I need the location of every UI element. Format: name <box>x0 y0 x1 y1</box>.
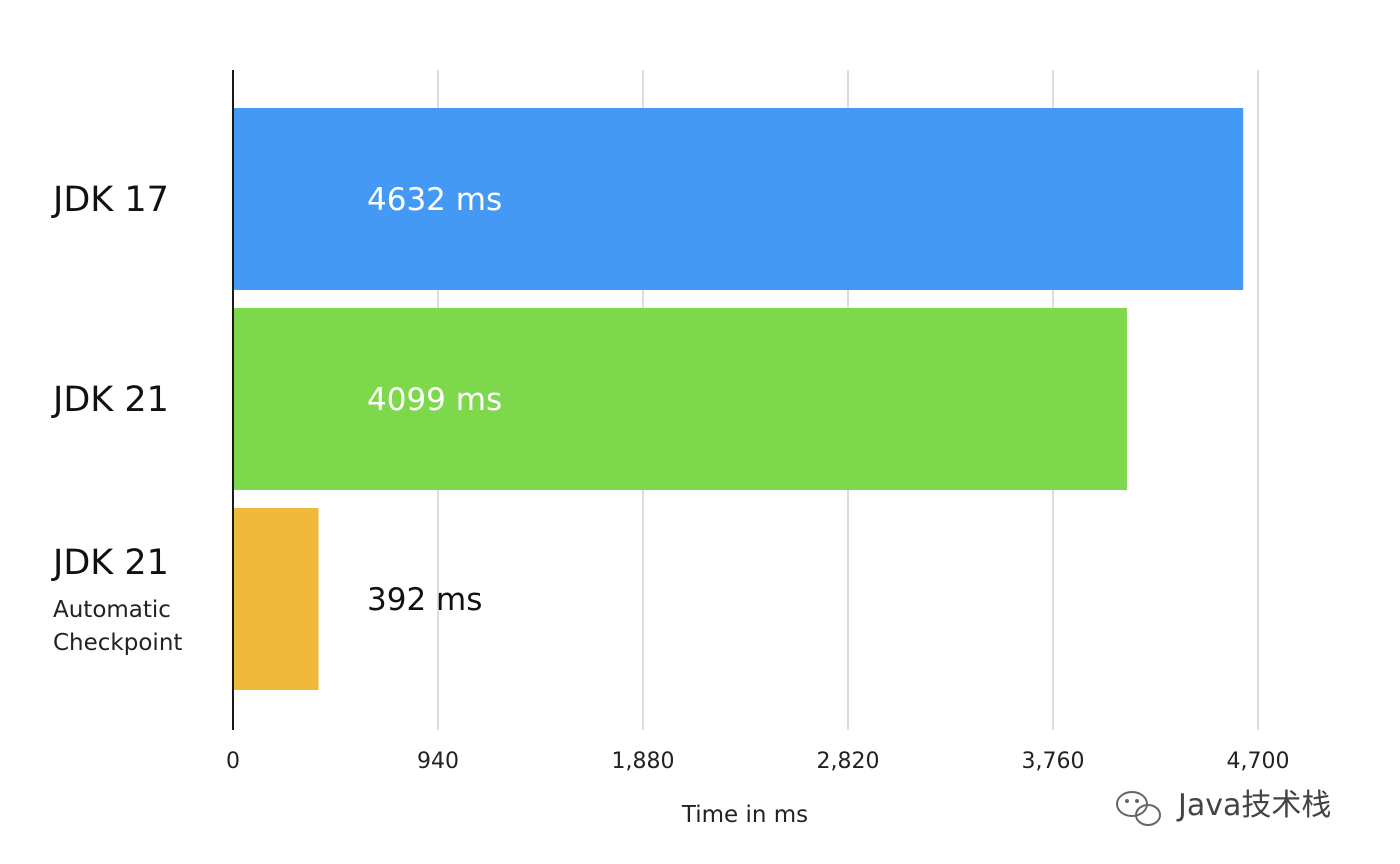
watermark: Java技术栈 <box>1116 788 1331 826</box>
category-sublabel: Checkpoint <box>53 630 182 656</box>
x-tick-label: 1,880 <box>612 749 675 774</box>
x-tick-label: 0 <box>226 749 240 774</box>
bar-value-label: 392 ms <box>367 582 482 618</box>
x-tick-label: 4,700 <box>1227 749 1290 774</box>
watermark-text: Java技术栈 <box>1176 788 1331 823</box>
bar <box>234 508 319 690</box>
x-axis-title: Time in ms <box>681 802 808 828</box>
wechat-icon <box>1116 791 1161 826</box>
bar <box>234 108 1244 290</box>
x-tick-label: 2,820 <box>817 749 880 774</box>
bar-value-label: 4099 ms <box>367 382 502 418</box>
bar <box>234 308 1127 490</box>
category-label: JDK 21 <box>51 380 169 420</box>
category-label: JDK 21 <box>51 543 169 583</box>
x-tick-label: 940 <box>417 749 459 774</box>
bars-layer <box>234 108 1244 690</box>
x-tick-labels: 0 940 1,880 2,820 3,760 4,700 <box>226 749 1289 774</box>
x-tick-label: 3,760 <box>1022 749 1085 774</box>
category-labels: JDK 17 JDK 21 JDK 21 Automatic Checkpoint <box>51 180 182 656</box>
category-sublabel: Automatic <box>53 597 171 623</box>
labels-layer: 4632 ms 4099 ms 392 ms <box>367 182 502 618</box>
bar-value-label: 4632 ms <box>367 182 502 218</box>
category-label: JDK 17 <box>51 180 169 220</box>
